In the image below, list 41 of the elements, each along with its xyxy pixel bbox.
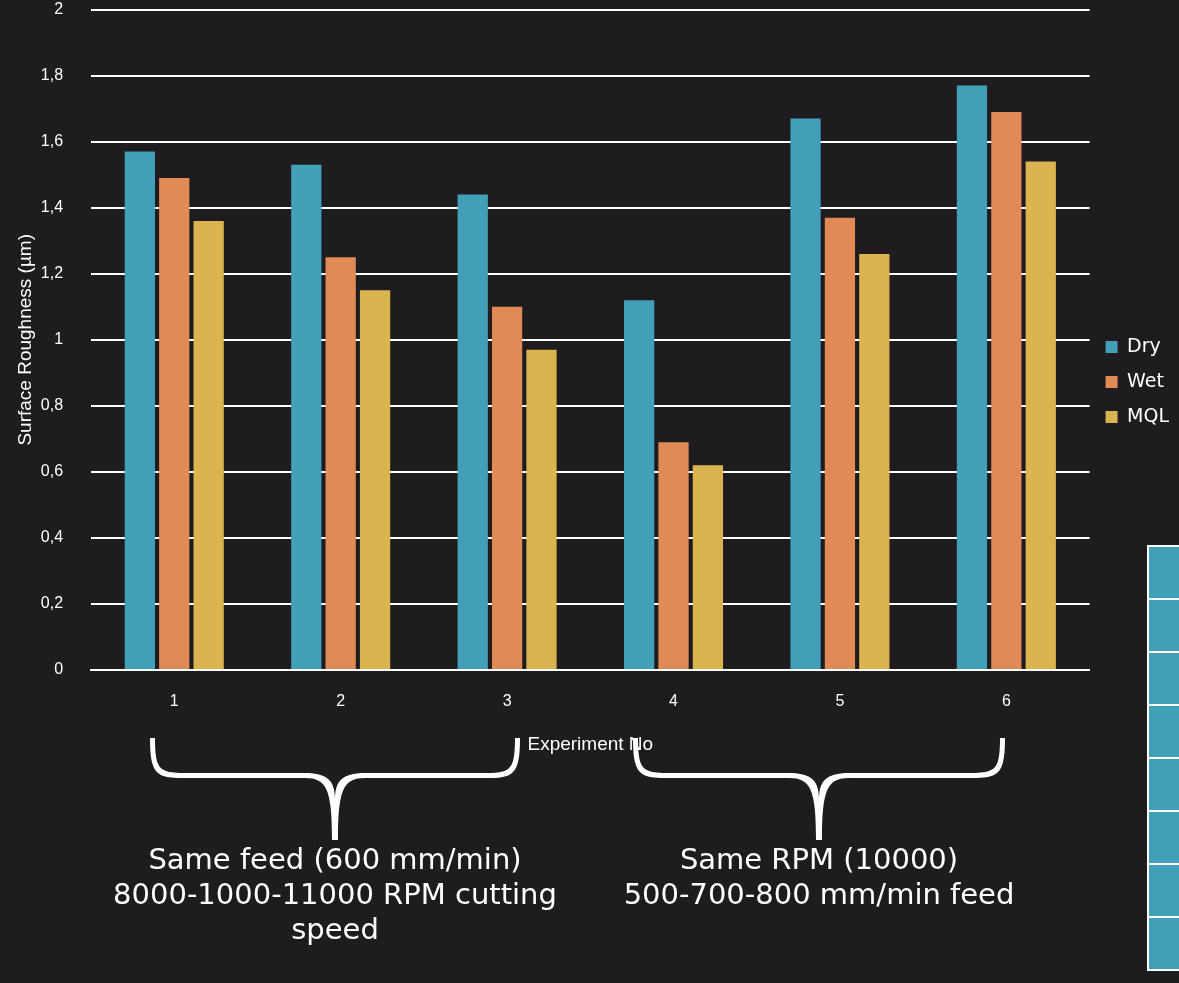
bar — [623, 300, 655, 669]
bar — [359, 290, 391, 669]
bar — [526, 349, 557, 669]
x-tick-label: 5 — [835, 692, 845, 710]
x-tick-label: 2 — [336, 692, 346, 710]
x-tick-label: 3 — [502, 692, 512, 710]
y-axis-title: Surface Roughness (µm) — [13, 234, 35, 446]
bar — [1025, 161, 1056, 669]
y-tick-label: 0 — [54, 660, 64, 678]
y-tick-label: 1 — [54, 330, 64, 348]
bar — [991, 111, 1022, 669]
bar — [159, 178, 190, 669]
x-tick-label: 6 — [1001, 692, 1011, 710]
x-tick-label: 1 — [169, 692, 179, 710]
bar — [956, 85, 988, 669]
y-tick-label: 1,6 — [40, 132, 64, 150]
bar — [658, 442, 689, 669]
y-tick-label: 0,4 — [40, 528, 64, 546]
x-tick-label: 4 — [669, 692, 679, 710]
bar — [692, 465, 724, 669]
text: Same feed (600 mm/min) 8000-1000-11000 RPM cutting speed — [112, 842, 558, 947]
y-tick-label: 0,8 — [40, 396, 64, 414]
bar — [291, 164, 322, 669]
y-tick-label: 1,8 — [40, 66, 64, 84]
y-tick-label: 0,6 — [40, 462, 64, 480]
bar — [457, 194, 488, 669]
legend-label: MQL — [1127, 403, 1170, 426]
legend-label: Dry — [1127, 333, 1161, 356]
y-tick-label: 1,2 — [40, 264, 64, 282]
bar — [859, 253, 890, 669]
text: Same RPM (10000) 500-700-800 mm/min feed — [622, 842, 1016, 912]
y-tick-label: 1,4 — [40, 198, 64, 216]
y-tick-label: 2 — [54, 0, 64, 18]
bar — [824, 217, 856, 669]
bar — [124, 151, 155, 669]
bar — [325, 257, 356, 669]
bar — [790, 118, 821, 669]
bar — [491, 306, 523, 669]
bar — [193, 220, 224, 669]
legend-label: Wet — [1127, 368, 1164, 391]
y-tick-label: 0,2 — [40, 594, 64, 612]
